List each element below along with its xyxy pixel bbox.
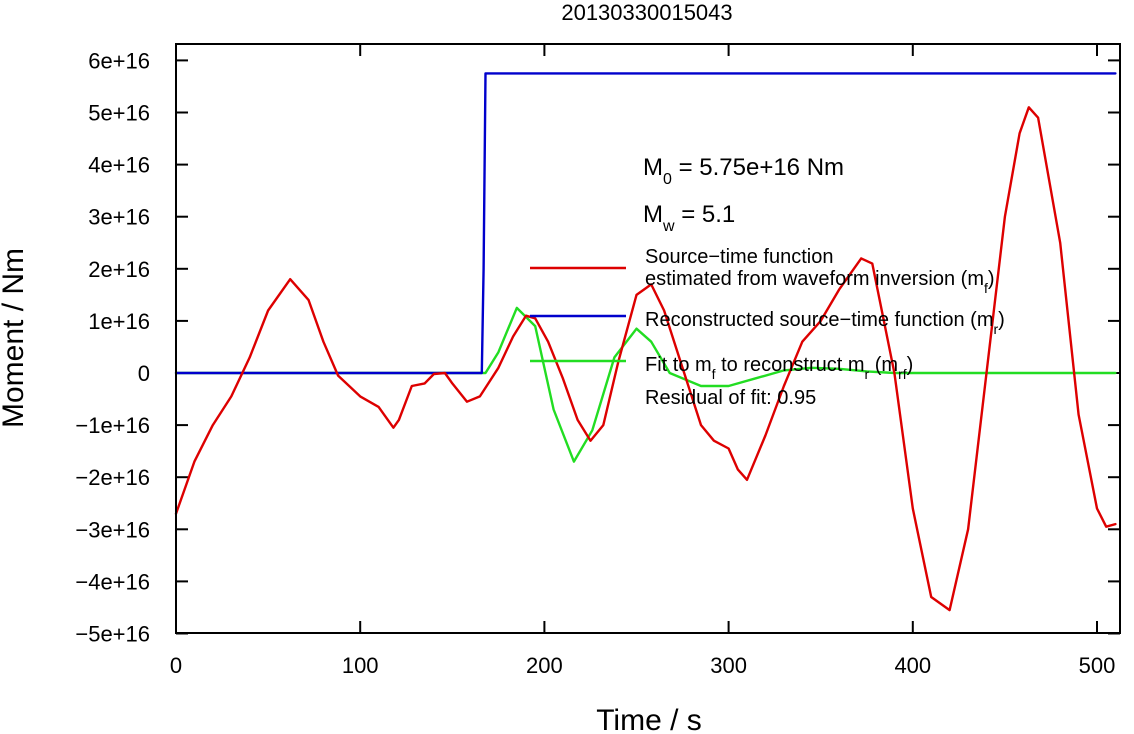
- annotation-layer: M0 = 5.75e+16 Nm Mw = 5.1: [643, 154, 844, 235]
- x-tick-label: 0: [170, 653, 182, 678]
- y-tick-label: 3e+16: [88, 205, 150, 230]
- x-tick-label: 100: [342, 653, 379, 678]
- x-tick-label: 200: [526, 653, 563, 678]
- y-tick-label: 0: [138, 361, 150, 386]
- seismic-moment-label: M0 = 5.75e+16 Nm: [643, 154, 844, 188]
- y-axis-title: Moment / Nm: [0, 248, 30, 428]
- x-tick-label: 500: [1079, 653, 1116, 678]
- y-tick-label: 1e+16: [88, 309, 150, 334]
- legend-label: Source−time function: [645, 246, 833, 268]
- series-line-reconstructed: [174, 72, 1117, 375]
- residual-label: Residual of fit: 0.95: [645, 387, 816, 409]
- axes: 0 100 200 300 400 500 −5e+16 −4e+16 −3e+16 −2e+16…: [75, 44, 1120, 678]
- x-tick-label: 400: [894, 653, 931, 678]
- y-tick-label: 6e+16: [88, 48, 150, 73]
- legend-label: estimated from waveform inversion (mf): [645, 268, 995, 296]
- series-line-source-time-function: [174, 106, 1117, 612]
- legend-label: Reconstructed source−time function (mr): [645, 309, 1005, 337]
- y-tick-label: 2e+16: [88, 257, 150, 282]
- y-tick-label: −3e+16: [75, 517, 150, 542]
- plot-frame: [175, 43, 1121, 634]
- legend-label: Fit to mf to reconstruct mr (mrf): [645, 354, 913, 382]
- x-axis-title: Time / s: [596, 704, 702, 734]
- series-layer: [174, 72, 1117, 612]
- y-tick-label: −1e+16: [75, 413, 150, 438]
- x-tick-label: 300: [710, 653, 747, 678]
- chart-title: 20130330015043: [561, 0, 732, 25]
- y-tick-label: 5e+16: [88, 101, 150, 126]
- y-tick-label: −2e+16: [75, 465, 150, 490]
- series-line-fit: [174, 306, 1117, 463]
- y-tick-label: −5e+16: [75, 622, 150, 647]
- moment-magnitude-label: Mw = 5.1: [643, 201, 735, 235]
- y-tick-label: −4e+16: [75, 569, 150, 594]
- y-tick-label: 4e+16: [88, 153, 150, 178]
